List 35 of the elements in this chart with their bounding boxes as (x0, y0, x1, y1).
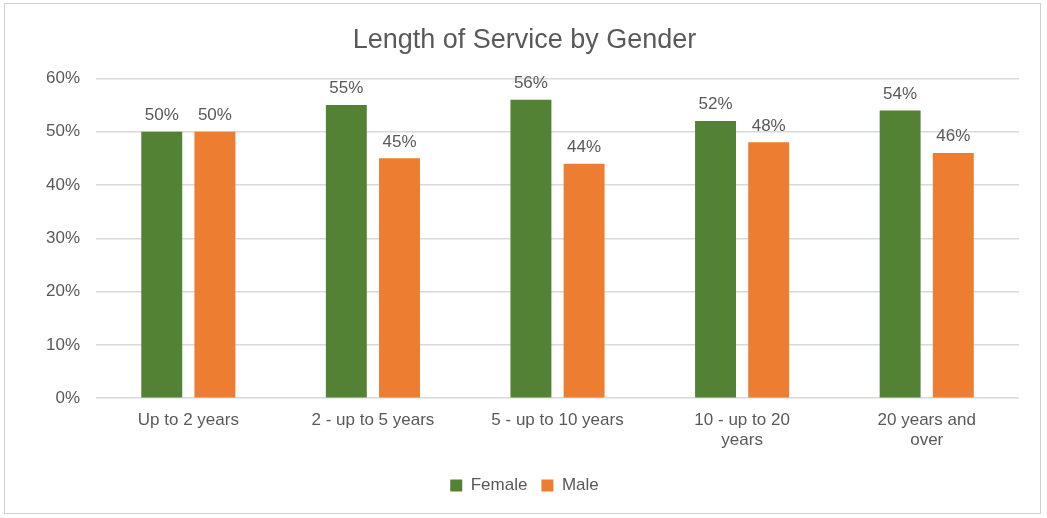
data-label: 45% (382, 131, 417, 151)
bar (879, 110, 921, 398)
x-tick-label: 5 - up to 10 years (491, 410, 624, 430)
bar (695, 121, 736, 398)
data-label: 56% (513, 72, 548, 92)
data-label: 50% (197, 104, 232, 124)
data-label: 48% (751, 115, 786, 135)
bar (563, 163, 605, 398)
x-tick-label: 10 - up to 20 years (694, 410, 790, 450)
data-label: 54% (883, 83, 918, 103)
bar (325, 105, 367, 398)
bar (141, 131, 183, 398)
bar (748, 142, 790, 398)
x-tick-label: Up to 2 years (137, 410, 239, 430)
y-tick-label: 30% (45, 227, 81, 247)
bar (932, 153, 974, 398)
y-tick-label: 20% (45, 281, 81, 301)
y-tick-label: 10% (45, 334, 81, 354)
x-tick-label: 20 years and over (877, 410, 976, 450)
data-label: 50% (144, 104, 179, 124)
y-tick-label: 0% (55, 387, 81, 407)
bar (510, 99, 552, 398)
y-tick-label: 60% (45, 68, 81, 88)
data-label: 46% (936, 126, 971, 146)
y-tick-label: 40% (45, 174, 81, 194)
legend-label: Male (561, 475, 599, 495)
x-tick-label: 2 - up to 5 years (311, 410, 435, 430)
legend-label: Female (470, 475, 528, 495)
data-label: 55% (329, 78, 364, 98)
bar (194, 131, 236, 398)
data-label: 44% (567, 136, 602, 156)
bar (379, 158, 420, 398)
chart-title: Length of Service by Gender (352, 23, 697, 54)
data-label: 52% (698, 94, 733, 114)
y-tick-label: 50% (45, 121, 81, 141)
